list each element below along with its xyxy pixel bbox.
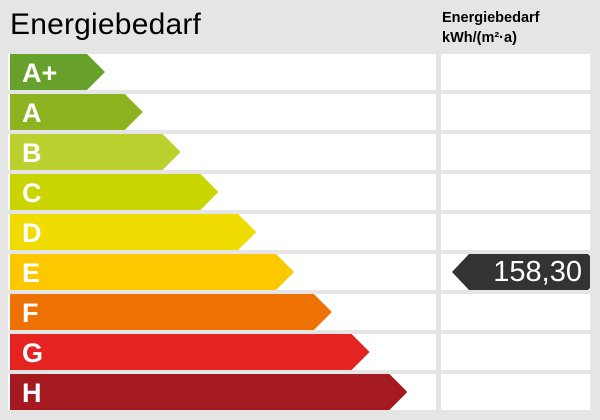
rating-bar-c <box>10 174 219 210</box>
bar-shape <box>10 374 408 410</box>
bar-shape <box>10 294 332 330</box>
rating-label: D <box>22 218 42 248</box>
bar-shape <box>10 174 219 210</box>
value-cell <box>441 94 590 130</box>
bar-shape <box>10 334 370 370</box>
chart-title: Energiebedarf <box>10 8 202 41</box>
rating-bar-b <box>10 134 181 170</box>
rating-bar-d <box>10 214 257 250</box>
value-cell <box>441 174 590 210</box>
column-header: Energiebedarf kWh/(m²·a) <box>442 8 540 48</box>
column-header-label: Energiebedarf <box>442 10 540 26</box>
bar-shape <box>10 94 143 130</box>
value-cell <box>441 334 590 370</box>
bar-shape <box>10 254 294 290</box>
column-header-unit: kWh/(m²·a) <box>442 30 517 46</box>
rating-bar-e <box>10 254 294 290</box>
rating-bar-a <box>10 94 143 130</box>
rating-label: A+ <box>22 58 58 88</box>
rating-label: B <box>22 138 42 168</box>
rating-label: F <box>22 298 39 328</box>
rating-bar-a-plus <box>10 54 105 90</box>
value-label: 158,30 <box>493 256 582 288</box>
rating-bar-h <box>10 374 408 410</box>
marker-shape <box>452 254 590 290</box>
rating-bar-g <box>10 334 370 370</box>
rating-label: E <box>22 258 41 288</box>
bar-shape <box>10 214 257 250</box>
rating-label: A <box>22 98 42 128</box>
rating-label: C <box>22 178 42 208</box>
rating-label: G <box>22 338 44 368</box>
value-cell <box>441 134 590 170</box>
value-cell <box>441 54 590 90</box>
value-cell <box>441 374 590 410</box>
rating-bar-f <box>10 294 332 330</box>
rating-label: H <box>22 378 42 408</box>
value-marker <box>452 254 590 290</box>
value-cell <box>441 214 590 250</box>
bar-shape <box>10 54 105 90</box>
bar-shape <box>10 134 181 170</box>
value-cell <box>441 294 590 330</box>
